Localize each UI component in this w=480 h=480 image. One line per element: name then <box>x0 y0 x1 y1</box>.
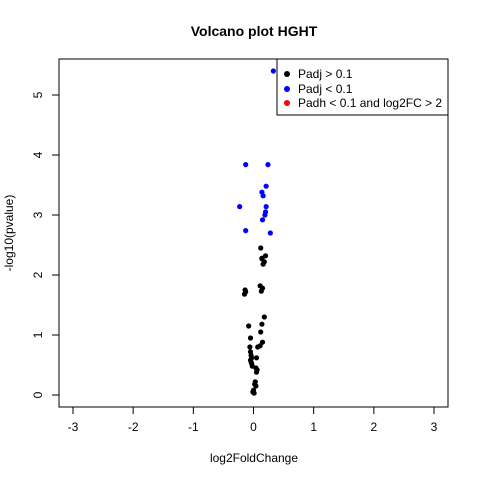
legend-box <box>276 58 449 116</box>
data-point-series-0 <box>259 321 265 327</box>
data-point-series-1 <box>262 212 268 218</box>
data-point-series-1 <box>260 193 266 199</box>
data-point-series-0 <box>247 335 254 341</box>
data-point-series-0 <box>258 245 264 251</box>
data-point-series-0 <box>251 390 257 396</box>
data-point-series-0 <box>260 261 266 267</box>
data-point-series-0 <box>258 288 264 294</box>
y-tick-label: 0 <box>31 391 45 398</box>
x-tick-label: 1 <box>310 420 317 434</box>
data-points <box>237 68 276 396</box>
data-point-series-0 <box>255 344 261 350</box>
legend-marker-padh-lfc <box>284 100 290 106</box>
y-tick-label: 5 <box>31 91 45 98</box>
data-point-series-1 <box>263 204 269 210</box>
y-tick-label: 1 <box>31 331 45 338</box>
x-tick-label: 2 <box>370 420 377 434</box>
y-tick-label: 4 <box>31 151 45 158</box>
data-point-series-0 <box>261 314 267 320</box>
x-axis: -3 -2 -1 0 1 2 3 <box>68 406 438 434</box>
legend: Padj > 0.1 Padj < 0.1 Padh < 0.1 and log… <box>276 58 449 116</box>
legend-label-padj-gt: Padj > 0.1 <box>298 67 353 81</box>
y-tick-label: 3 <box>31 211 45 218</box>
legend-marker-padj-gt <box>284 71 290 77</box>
x-tick-label: 0 <box>250 420 257 434</box>
data-point-series-1 <box>243 228 249 234</box>
data-point-series-1 <box>237 204 243 210</box>
data-point-series-0 <box>259 255 265 261</box>
y-axis: 0 1 2 3 4 5 <box>31 91 60 398</box>
data-point-series-0 <box>253 383 259 389</box>
y-axis-label: -log10(pvalue) <box>2 195 16 272</box>
data-point-series-1 <box>263 183 269 189</box>
data-point-series-0 <box>247 344 253 350</box>
x-axis-label: log2FoldChange <box>210 451 298 465</box>
x-tick-label: -2 <box>128 420 139 434</box>
data-point-series-0 <box>246 323 252 329</box>
x-tick-label: -3 <box>68 420 79 434</box>
x-tick-label: 3 <box>431 420 438 434</box>
data-point-series-0 <box>253 355 260 361</box>
data-point-series-0 <box>253 369 260 375</box>
y-tick-label: 2 <box>31 271 45 278</box>
data-point-series-0 <box>241 291 248 297</box>
legend-label-padj-lt: Padj < 0.1 <box>298 82 353 96</box>
legend-marker-padj-lt <box>284 86 290 92</box>
data-point-series-1 <box>259 217 266 223</box>
data-point-series-0 <box>258 329 264 335</box>
chart-title: Volcano plot HGHT <box>191 23 318 39</box>
data-point-series-1 <box>267 230 273 236</box>
x-tick-label: -1 <box>188 420 199 434</box>
data-point-series-1 <box>265 162 271 168</box>
legend-label-padh-lfc: Padh < 0.1 and log2FC > 2 <box>298 96 442 110</box>
data-point-series-1 <box>270 68 276 74</box>
data-point-series-1 <box>243 162 249 168</box>
